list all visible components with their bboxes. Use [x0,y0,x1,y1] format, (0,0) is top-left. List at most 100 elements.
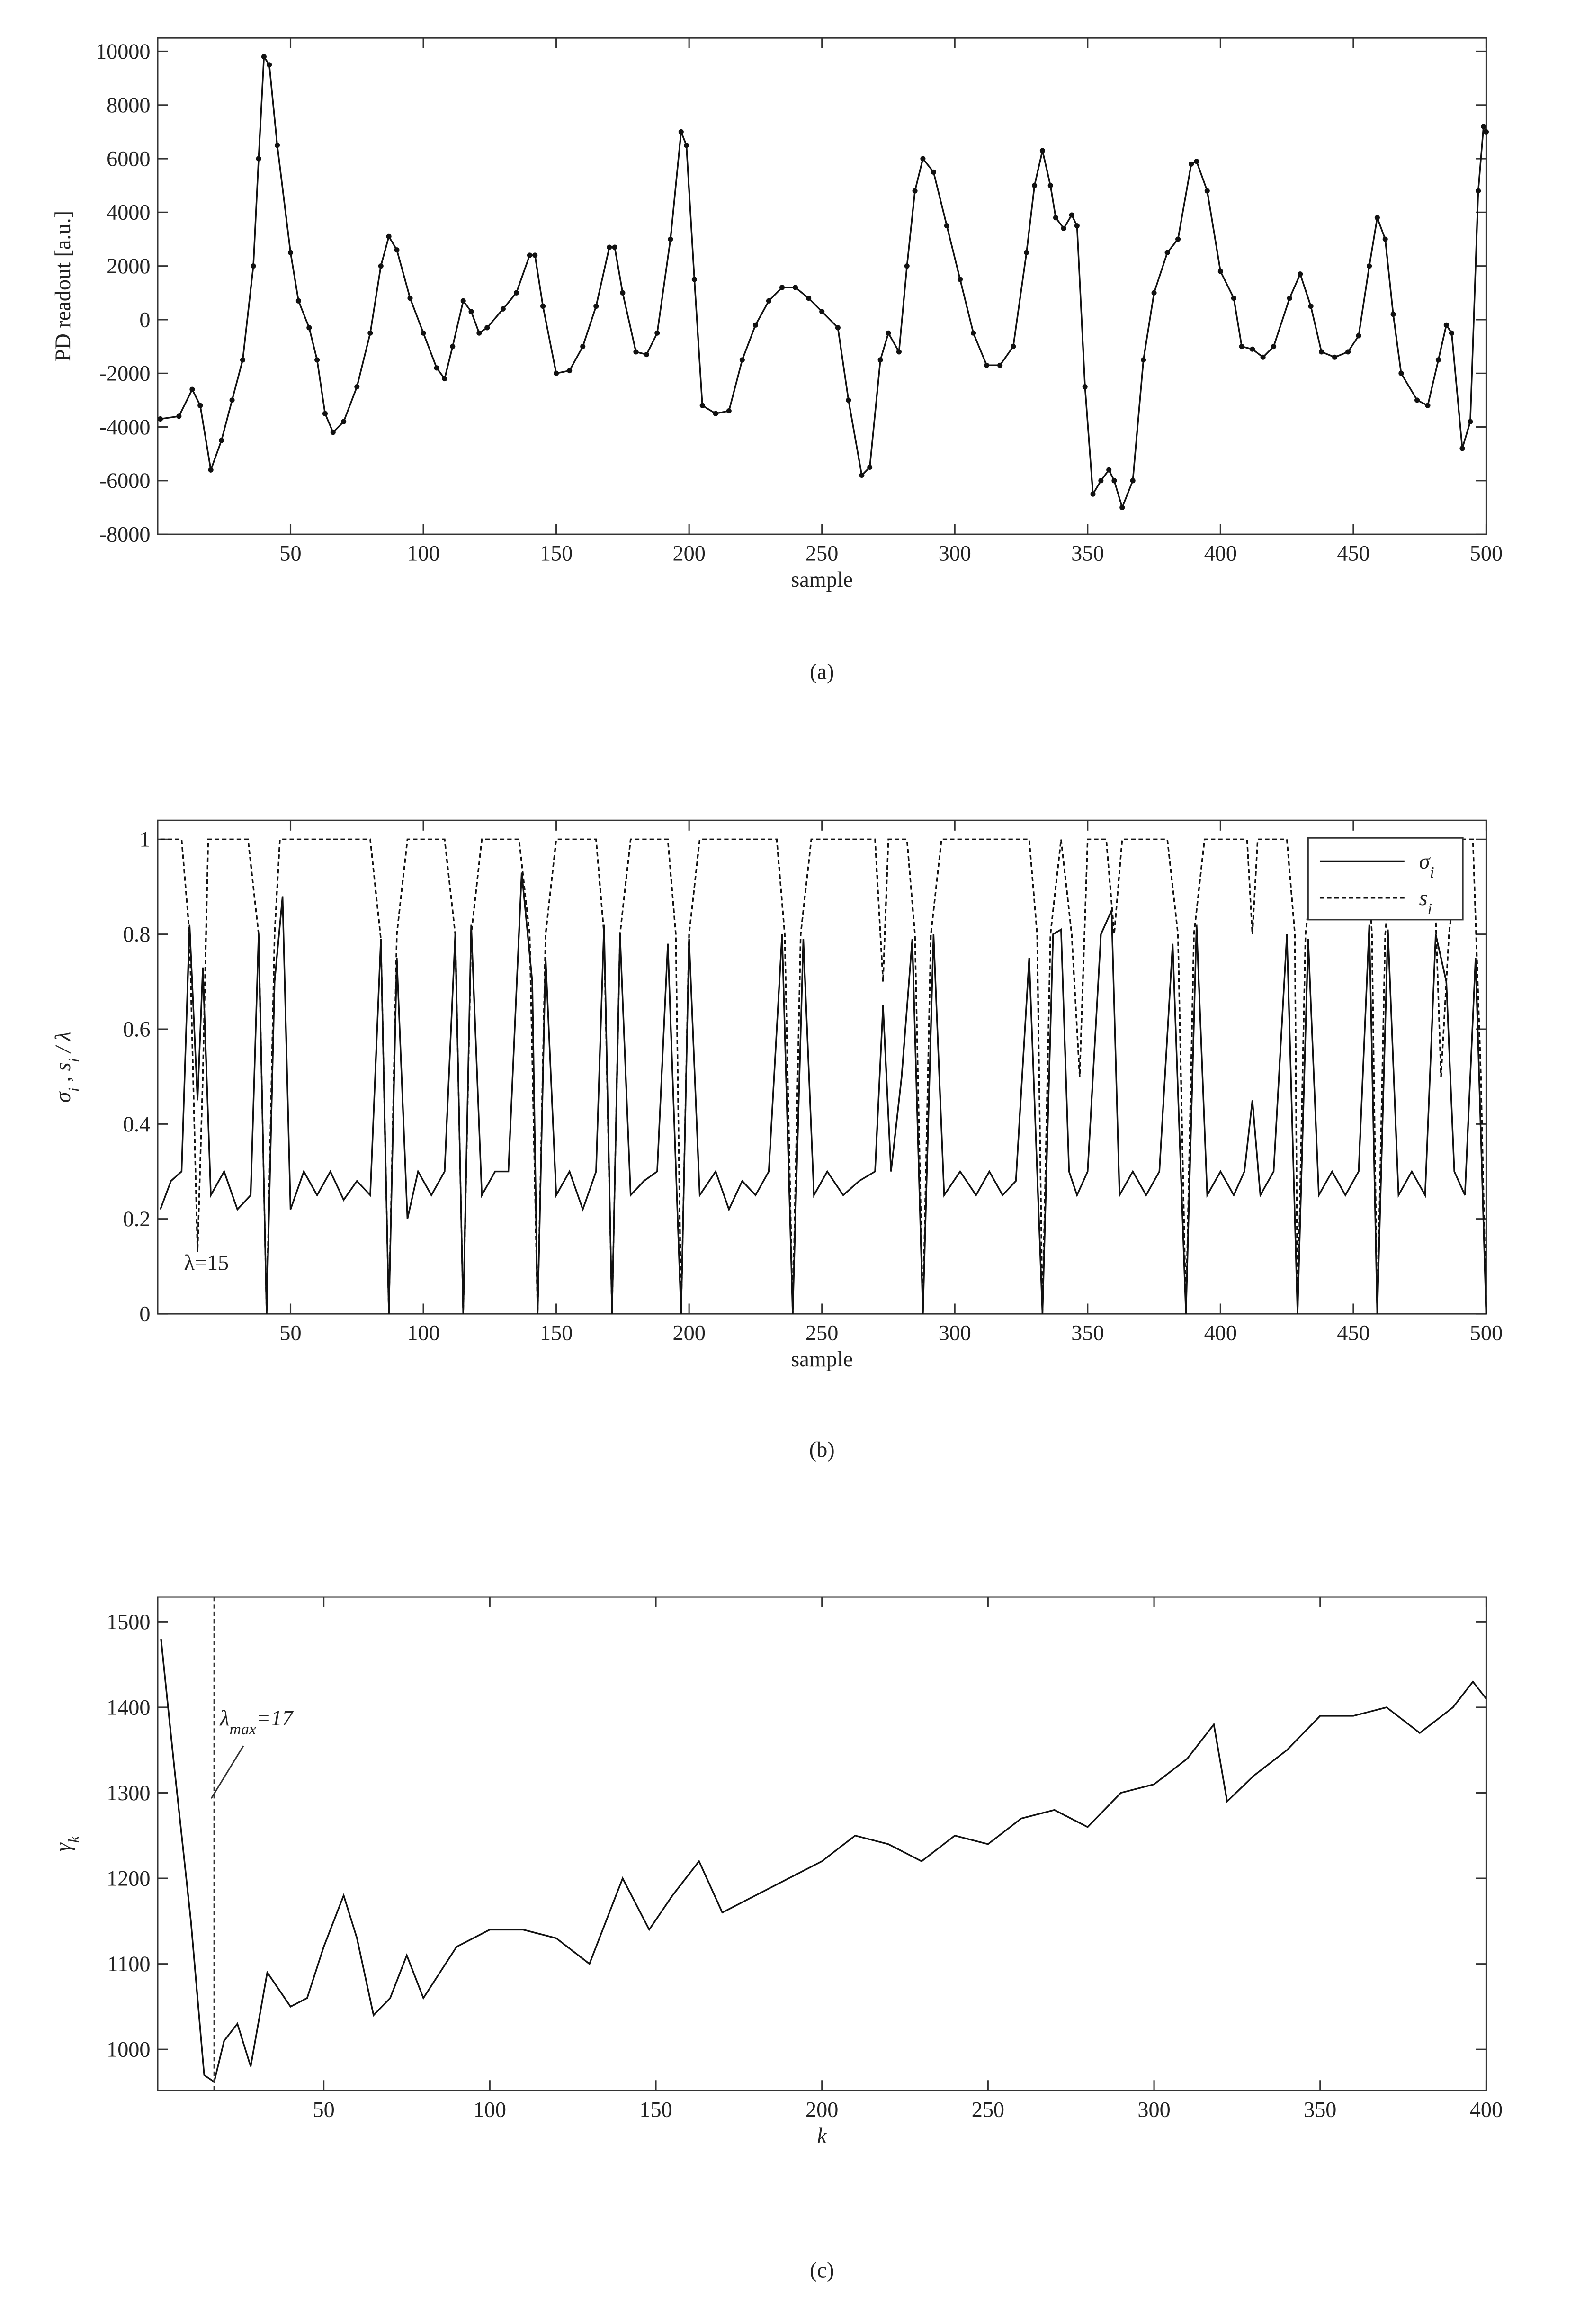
data-point [532,252,538,258]
data-point [1374,215,1380,221]
x-tick-label: 300 [939,541,971,565]
data-point [197,403,203,408]
text-part: max [230,1721,256,1738]
plot-frame [157,819,1487,1315]
data-point [540,304,546,309]
y-tick-label: 8000 [107,93,150,117]
data-point [779,285,785,290]
x-tick-label: 300 [1137,2097,1170,2121]
data-point [1435,357,1441,363]
data-point [1443,322,1449,328]
data-point [261,54,267,60]
text-part: λ [219,1706,230,1730]
text-part: s [1419,886,1428,910]
data-point [1069,212,1074,218]
x-tick-label: 450 [1337,541,1369,565]
data-point [1217,269,1223,274]
y-tick-label: 1300 [107,1781,150,1805]
data-point [806,296,812,301]
text-part: =17 [256,1706,294,1730]
y-axis-label: γk [51,1835,83,1851]
y-axis-label: σi , si / λ [51,1032,83,1103]
y-tick-label: 0.8 [123,922,151,946]
data-point [354,384,360,390]
data-point [434,365,439,371]
data-point [877,357,883,363]
data-point [886,330,891,336]
x-tick-label: 150 [540,541,573,565]
data-point [341,419,347,424]
data-point [421,330,426,336]
y-tick-label: 4000 [107,200,150,224]
data-point [691,277,697,282]
data-point [450,344,456,350]
data-point [1468,419,1473,424]
data-point [287,250,294,255]
data-point [189,386,195,392]
data-point [484,325,490,331]
text-part: γ [51,1842,75,1852]
series-line [160,1639,1487,2083]
y-tick-label: 6000 [107,146,150,170]
data-point [394,247,400,253]
caption: (b) [809,1437,835,1462]
y-axis-label: PD readout [a.u.] [51,211,75,361]
data-point [1449,330,1455,336]
annotation: λmax=17 [219,1706,294,1738]
data-point [1231,296,1236,301]
data-point [240,357,246,363]
data-point [896,349,902,355]
data-point [920,156,926,162]
data-point [904,263,910,269]
data-point [678,129,684,135]
x-tick-label: 350 [1304,2097,1336,2121]
data-point [1425,403,1431,408]
data-point [1459,446,1465,451]
data-point [633,349,639,355]
data-point [274,143,280,148]
caption: (a) [810,659,834,683]
data-point [766,298,772,304]
legend-box [1307,837,1464,921]
data-point [468,309,474,314]
data-point [726,408,732,414]
data-point [330,430,336,435]
data-point [1061,225,1066,231]
data-point [1483,129,1489,135]
y-tick-label: -8000 [99,522,151,547]
data-point [554,370,559,376]
data-point [739,357,745,363]
data-point [1332,354,1338,360]
x-tick-label: 350 [1071,1321,1104,1345]
data-point [378,263,384,269]
y-tick-label: 1000 [107,2037,150,2062]
data-point [1476,188,1481,194]
data-point [208,467,214,473]
text-part: i [65,1087,82,1092]
data-point [668,236,673,242]
data-point [1239,344,1244,350]
data-point [1024,250,1029,255]
data-point [322,411,328,416]
x-tick-label: 250 [972,2097,1004,2121]
data-point [1298,271,1303,277]
data-point [314,357,320,363]
x-tick-label: 250 [805,1321,838,1345]
y-tick-label: -4000 [99,415,151,439]
data-point [1074,223,1080,229]
x-tick-label: 50 [313,2097,335,2121]
data-point [1106,467,1112,473]
data-point [1175,236,1181,242]
data-point [295,298,301,304]
x-tick-label: 200 [672,541,705,565]
x-axis-label: sample [791,567,853,592]
data-point [1367,263,1372,269]
data-point [256,156,261,162]
data-point [1164,250,1170,255]
data-point [859,472,865,478]
x-tick-label: 200 [805,2097,838,2121]
data-point [1382,236,1388,242]
data-point [1082,384,1088,390]
data-point [867,464,873,470]
